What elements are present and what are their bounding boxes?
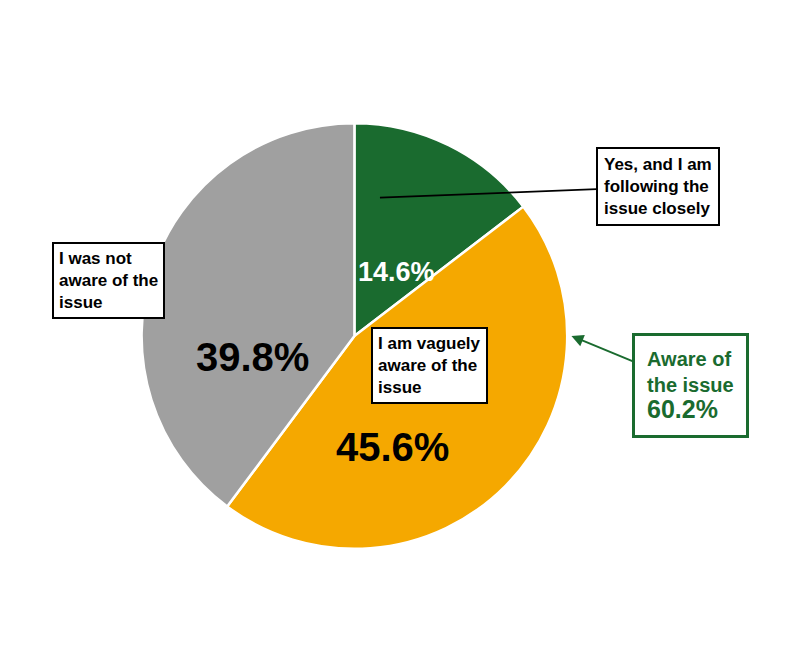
svg-text:14.6%: 14.6% — [358, 257, 435, 287]
svg-text:45.6%: 45.6% — [336, 425, 449, 469]
svg-text:Aware ofthe issue60.2%: Aware ofthe issue60.2% — [647, 348, 734, 423]
svg-text:I was notaware of theissue: I was notaware of theissue — [59, 249, 158, 312]
svg-text:I am vaguelyaware of theissue: I am vaguelyaware of theissue — [378, 334, 481, 397]
svg-text:Yes, and I amfollowing theissu: Yes, and I amfollowing theissue closely — [604, 155, 712, 218]
svg-text:39.8%: 39.8% — [196, 335, 309, 379]
